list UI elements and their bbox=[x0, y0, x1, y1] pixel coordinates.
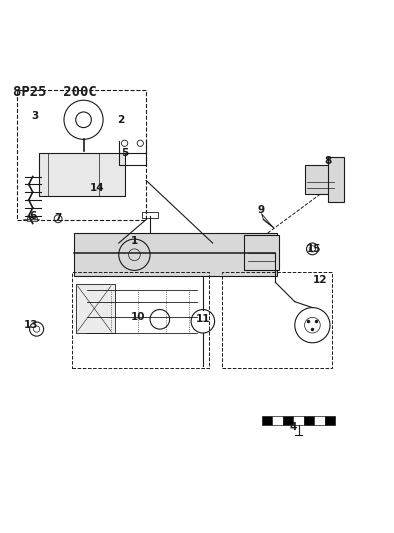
Text: 10: 10 bbox=[131, 312, 145, 322]
Bar bbox=[142, 212, 158, 217]
Text: 8P25  200C: 8P25 200C bbox=[13, 85, 97, 99]
Text: 15: 15 bbox=[307, 244, 322, 254]
Bar bbox=[76, 284, 115, 333]
Bar bbox=[325, 416, 336, 425]
Text: 11: 11 bbox=[195, 314, 210, 324]
Bar bbox=[72, 272, 209, 368]
Text: 6: 6 bbox=[29, 211, 36, 221]
Bar bbox=[305, 165, 336, 194]
Bar bbox=[314, 416, 325, 425]
Text: 2: 2 bbox=[117, 115, 125, 125]
Text: 7: 7 bbox=[54, 213, 62, 223]
Bar bbox=[304, 416, 314, 425]
Text: 12: 12 bbox=[313, 275, 327, 285]
Bar bbox=[293, 416, 304, 425]
Bar bbox=[27, 217, 37, 221]
Bar bbox=[272, 416, 282, 425]
FancyBboxPatch shape bbox=[39, 153, 125, 196]
Bar bbox=[244, 235, 279, 270]
Text: 8: 8 bbox=[324, 156, 332, 166]
Text: 13: 13 bbox=[24, 320, 38, 330]
Text: 14: 14 bbox=[90, 183, 104, 193]
Text: 3: 3 bbox=[31, 111, 38, 121]
Bar bbox=[74, 233, 277, 276]
Bar bbox=[223, 272, 332, 368]
Text: 4: 4 bbox=[289, 422, 297, 432]
Text: 9: 9 bbox=[258, 205, 265, 215]
Text: 5: 5 bbox=[121, 148, 128, 158]
Bar bbox=[328, 157, 344, 202]
Bar bbox=[282, 416, 293, 425]
Text: 1: 1 bbox=[131, 236, 138, 246]
Bar bbox=[17, 91, 146, 220]
Bar bbox=[262, 416, 272, 425]
